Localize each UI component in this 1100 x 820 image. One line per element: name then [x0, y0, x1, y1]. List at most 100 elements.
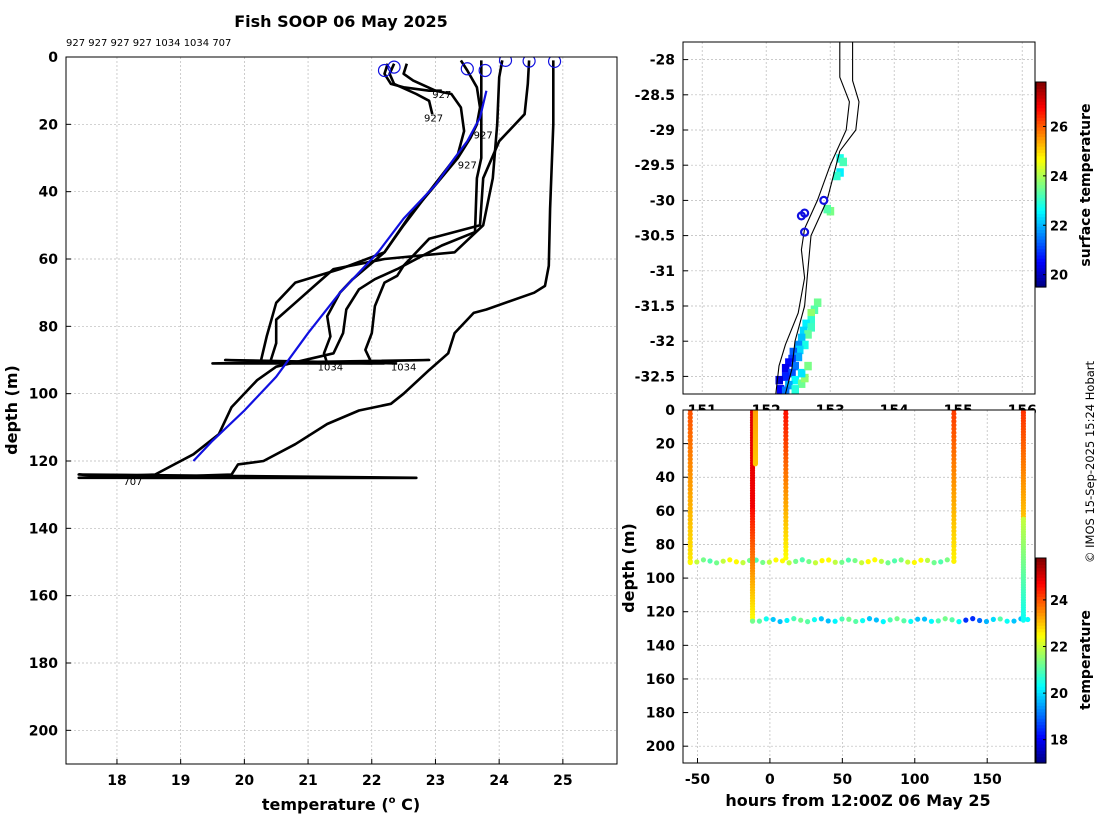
section-sample [783, 525, 789, 531]
section-y-tick-label: 0 [665, 403, 675, 419]
section-sample [951, 505, 957, 511]
map-colorbar-segment [1036, 91, 1046, 96]
map-colorbar-segment [1036, 117, 1046, 122]
map-colorbar-segment [1036, 206, 1046, 211]
map-sst-pixels [775, 154, 847, 394]
station-marker [799, 208, 810, 218]
section-x-tick-label: 50 [833, 772, 853, 788]
section-colorbar-tick-label: 24 [1050, 594, 1068, 609]
section-sample [753, 557, 759, 563]
section-sample [687, 411, 693, 417]
section-sample [783, 529, 789, 535]
section-sample [687, 539, 693, 545]
sst-pixel [801, 373, 809, 383]
section-sample [983, 618, 990, 625]
section-sample [951, 554, 957, 561]
section-sample [812, 560, 819, 566]
section-sample [707, 558, 713, 564]
profile-x-tick-label: 24 [489, 773, 509, 789]
section-sample [687, 559, 693, 566]
profile-y-tick-label: 40 [39, 185, 59, 201]
section-colorbar-segment [1036, 689, 1046, 694]
section-sample [951, 445, 957, 451]
figure-title: Fish SOOP 06 May 2025 [234, 12, 448, 31]
section-sample [839, 616, 845, 622]
section-colorbar-segment [1036, 602, 1046, 607]
section-sample [783, 436, 789, 443]
section-sample [951, 441, 957, 447]
sst-pixel [807, 323, 815, 332]
section-sample [687, 452, 693, 458]
map-colorbar-segment [1036, 155, 1046, 160]
section-sample [687, 554, 693, 561]
map-colorbar-segment [1036, 200, 1046, 205]
profile-id-label: 1034 [318, 363, 343, 374]
section-sample [951, 543, 957, 549]
profile-x-tick-label: 22 [362, 773, 381, 789]
section-sample [760, 559, 766, 566]
section-sample [806, 558, 812, 565]
section-x-label: hours from 12:00Z 06 May 25 [725, 791, 990, 810]
section-sample [687, 551, 693, 557]
section-sample [951, 467, 957, 474]
profile-chart: 927 927 927 927 1034 1034 707 18 19 20 21 22 23 24 25… [2, 38, 618, 814]
section-y-tick-label: 100 [646, 571, 675, 587]
section-colorbar-frame [1035, 557, 1047, 764]
section-sample [921, 616, 928, 622]
profile-y-tick-label: 120 [29, 454, 58, 470]
section-sample [783, 477, 789, 483]
section-sample [783, 510, 789, 517]
section-y-tick-label: 120 [646, 605, 675, 621]
section-sample [942, 616, 948, 622]
section-sample [951, 513, 957, 519]
section-sample [951, 460, 957, 466]
profile-id-label: 927 [458, 161, 477, 172]
section-colorbar-segment [1036, 718, 1046, 722]
section-sample [687, 445, 693, 451]
section-sample [832, 559, 838, 565]
section-colorbar-segment [1036, 686, 1046, 690]
map-colorbar-segment [1036, 187, 1046, 192]
section-colorbar-segment [1036, 724, 1046, 729]
section-sample [687, 464, 693, 470]
section-sample [783, 481, 789, 487]
section-background [683, 410, 1035, 763]
section-sample [783, 492, 789, 498]
sst-pixel [839, 157, 847, 167]
section-sample [852, 557, 858, 564]
map-colorbar-segment [1036, 139, 1046, 144]
section-sample [951, 475, 957, 481]
section-colorbar-segment [1036, 666, 1046, 671]
map-axes-box [682, 41, 1036, 395]
profile-y-tick-label: 0 [48, 50, 58, 66]
section-sample [1011, 618, 1017, 624]
section-colorbar-segment [1036, 612, 1046, 617]
profile-id-label: 707 [123, 477, 142, 488]
section-sample [783, 555, 789, 561]
section-colorbar-segment [1036, 583, 1046, 588]
section-sample [951, 411, 957, 417]
section-sample [783, 473, 789, 480]
section-sample [773, 557, 779, 563]
section-sample [749, 618, 756, 624]
map-colorbar-segment [1036, 85, 1046, 90]
section-colorbar-segment [1036, 593, 1046, 598]
map-colorbar-segment [1036, 238, 1046, 243]
section-sample [951, 437, 957, 443]
section-sample [783, 514, 789, 520]
section-sample [687, 467, 693, 474]
section-sample [951, 422, 957, 428]
map-colorbar-segment [1036, 181, 1046, 186]
section-sample [777, 618, 783, 625]
section-sample [783, 414, 789, 420]
sst-pixel [794, 352, 803, 362]
profile-axes-box [65, 56, 618, 765]
section-sample [687, 479, 693, 485]
section-sample [783, 425, 789, 432]
section-sample [951, 494, 957, 500]
section-sample [931, 560, 937, 566]
section-colorbar-segment [1036, 750, 1046, 754]
section-sample [687, 543, 693, 549]
section-colorbar-segment [1036, 574, 1046, 578]
section-sample [853, 618, 859, 625]
